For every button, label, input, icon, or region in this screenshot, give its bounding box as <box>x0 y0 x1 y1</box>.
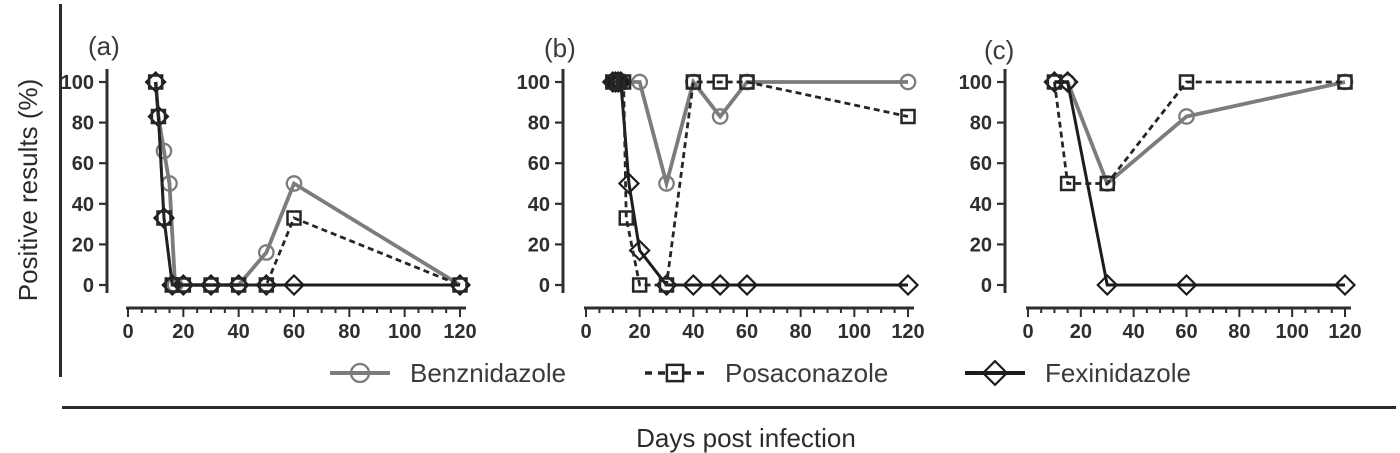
svg-text:20: 20 <box>528 234 550 256</box>
svg-text:80: 80 <box>1228 321 1250 343</box>
panel-b-chart: 0 20 40 60 80 100 0 20 40 60 80 100 120 <box>517 69 925 343</box>
series-line-fexinidazole <box>154 81 460 287</box>
svg-text:60: 60 <box>283 321 305 343</box>
panel-b-label: (b) <box>544 33 576 63</box>
left-border-line <box>59 4 62 377</box>
svg-text:20: 20 <box>1070 321 1092 343</box>
svg-text:60: 60 <box>736 321 758 343</box>
svg-text:20: 20 <box>970 234 992 256</box>
svg-text:40: 40 <box>228 321 250 343</box>
panel-a-chart: 0 20 40 60 80 100 0 20 40 60 80 100 120 <box>61 69 477 343</box>
svg-text:0: 0 <box>122 321 133 343</box>
series-line-fexinidazole <box>612 80 908 287</box>
svg-text:100: 100 <box>388 321 421 343</box>
series-line-benznidazole <box>612 77 908 191</box>
svg-text:100: 100 <box>1275 321 1308 343</box>
panel-a-label: (a) <box>88 31 120 61</box>
series-line-posaconazole <box>1053 80 1345 185</box>
svg-text:40: 40 <box>970 194 992 216</box>
svg-text:80: 80 <box>528 113 550 135</box>
x-axis-border-line <box>62 406 1396 409</box>
svg-text:80: 80 <box>970 113 992 135</box>
svg-text:60: 60 <box>528 153 550 175</box>
svg-text:0: 0 <box>981 275 992 297</box>
panel-c-chart: 0 20 40 60 80 100 0 20 40 60 80 100 120 <box>959 69 1362 343</box>
legend-item-posaconazole: Posaconazole <box>643 355 888 391</box>
svg-text:20: 20 <box>629 321 651 343</box>
svg-text:100: 100 <box>959 72 992 94</box>
svg-text:20: 20 <box>72 234 94 256</box>
legend-item-fexinidazole: Fexinidazole <box>963 355 1191 391</box>
svg-text:60: 60 <box>970 153 992 175</box>
svg-text:0: 0 <box>580 321 591 343</box>
svg-text:40: 40 <box>682 321 704 343</box>
series-line-posaconazole <box>154 81 461 287</box>
svg-text:120: 120 <box>443 321 476 343</box>
square-marker-icon <box>645 363 705 383</box>
y-axis-title: Positive results (%) <box>13 78 43 302</box>
svg-text:100: 100 <box>517 72 550 94</box>
legend-item-benznidazole: Benznidazole <box>328 355 566 391</box>
panel-c-label: (c) <box>984 35 1015 65</box>
legend-label-posaconazole: Posaconazole <box>725 357 889 388</box>
svg-text:100: 100 <box>838 321 871 343</box>
svg-text:100: 100 <box>61 72 94 94</box>
series-line-posaconazole <box>612 80 909 287</box>
svg-text:80: 80 <box>338 321 360 343</box>
svg-text:0: 0 <box>539 275 550 297</box>
x-axis-title: Days post infection <box>636 423 856 453</box>
svg-text:80: 80 <box>72 113 94 135</box>
svg-text:40: 40 <box>72 194 94 216</box>
legend-label-fexinidazole: Fexinidazole <box>1045 357 1191 388</box>
svg-text:120: 120 <box>1328 321 1361 343</box>
circle-marker-icon <box>330 362 390 384</box>
svg-text:40: 40 <box>1123 321 1145 343</box>
svg-text:60: 60 <box>72 153 94 175</box>
svg-text:80: 80 <box>790 321 812 343</box>
svg-text:0: 0 <box>1022 321 1033 343</box>
svg-text:120: 120 <box>891 321 924 343</box>
diamond-marker-icon <box>965 359 1025 387</box>
svg-text:20: 20 <box>172 321 194 343</box>
svg-text:60: 60 <box>1175 321 1197 343</box>
series-line-benznidazole <box>1054 80 1346 187</box>
svg-text:40: 40 <box>528 194 550 216</box>
legend-label-benznidazole: Benznidazole <box>410 357 567 388</box>
series-line-benznidazole <box>153 81 461 287</box>
svg-text:0: 0 <box>83 275 94 297</box>
